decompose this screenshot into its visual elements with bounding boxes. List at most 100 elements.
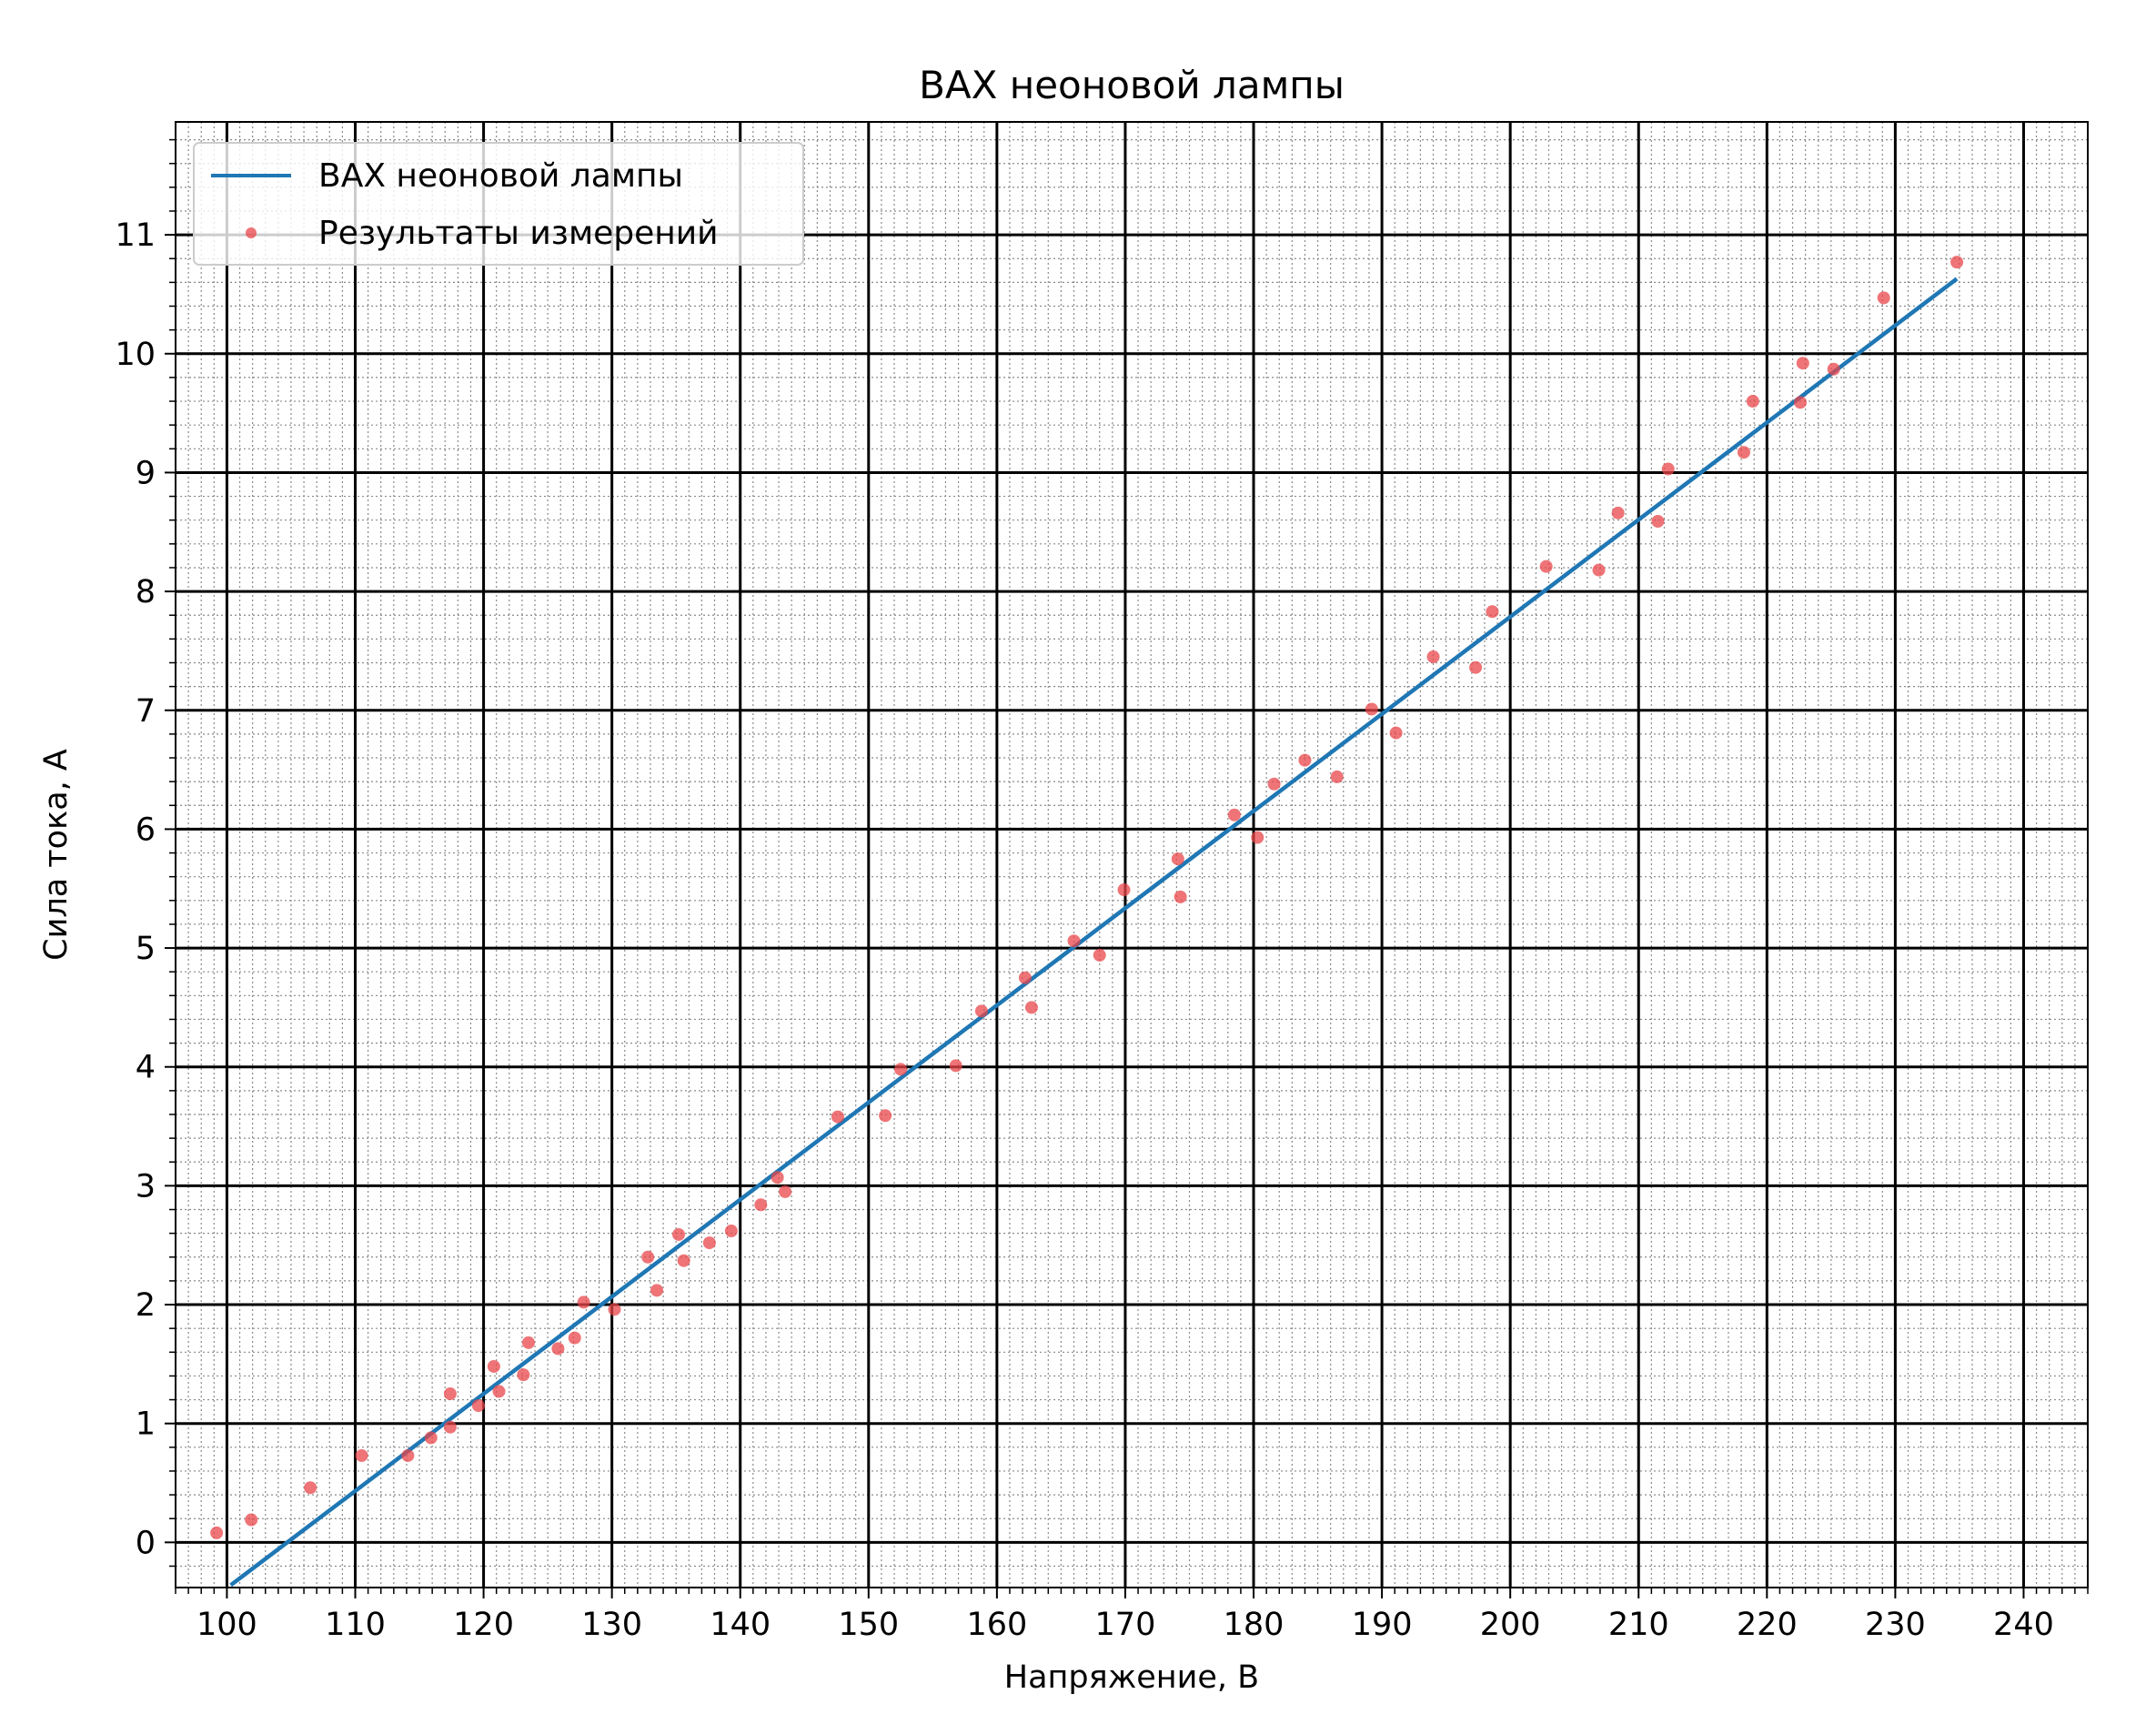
measurement-point <box>1426 650 1440 663</box>
measurement-point <box>1024 1001 1038 1014</box>
y-tick-label: 6 <box>136 812 156 848</box>
y-tick-label: 7 <box>136 693 156 730</box>
measurement-point <box>1469 660 1483 674</box>
measurement-point <box>1298 753 1312 767</box>
measurement-point <box>401 1448 415 1462</box>
measurement-point <box>1486 605 1499 619</box>
measurement-point <box>1018 971 1032 984</box>
measurement-point <box>577 1296 590 1309</box>
x-tick-label: 140 <box>710 1607 771 1643</box>
measurement-point <box>1093 948 1106 962</box>
y-tick-label: 0 <box>136 1525 156 1561</box>
measurement-point <box>492 1385 506 1398</box>
measurement-point <box>1389 726 1403 740</box>
y-tick-label: 4 <box>136 1050 156 1086</box>
measurement-point <box>1827 362 1840 376</box>
y-tick-label: 11 <box>115 217 156 254</box>
x-tick-label: 150 <box>838 1607 899 1643</box>
measurement-point <box>702 1236 716 1250</box>
measurement-point <box>424 1431 438 1445</box>
measurement-point <box>1365 702 1378 716</box>
measurement-point <box>650 1284 664 1297</box>
measurement-point <box>724 1225 738 1238</box>
x-tick-label: 130 <box>581 1607 642 1643</box>
y-tick-label: 3 <box>136 1168 156 1205</box>
measurement-point <box>771 1171 784 1185</box>
measurement-point <box>1611 506 1625 519</box>
measurement-point <box>1251 831 1264 844</box>
legend-box <box>193 142 804 266</box>
measurement-point <box>1330 770 1344 783</box>
axis-ticks: 100 110 120 130 140 150 160 170 180 190 200 210 220 2… <box>115 138 2089 1643</box>
measurement-point <box>1539 560 1553 573</box>
x-tick-label: 200 <box>1480 1607 1541 1643</box>
x-tick-label: 160 <box>966 1607 1027 1643</box>
x-tick-label: 220 <box>1737 1607 1798 1643</box>
measurement-point <box>1950 256 1964 269</box>
measurement-point <box>1592 563 1606 577</box>
y-tick-label: 5 <box>136 931 156 967</box>
measurement-point <box>245 1513 258 1527</box>
y-tick-label: 10 <box>115 337 156 373</box>
legend-marker-swatch <box>246 227 257 238</box>
y-tick-label: 1 <box>136 1406 156 1443</box>
y-tick-label: 2 <box>136 1287 156 1324</box>
measurement-point <box>1661 462 1675 476</box>
x-tick-label: 110 <box>325 1607 386 1643</box>
measurement-point <box>487 1359 500 1373</box>
y-tick-label: 8 <box>136 574 156 610</box>
series-layer <box>210 256 1964 1588</box>
plot-frame <box>175 121 2089 1588</box>
legend: ВАХ неоновой лампы Результаты измерений <box>193 142 804 266</box>
measurement-point <box>1651 515 1665 529</box>
measurement-point <box>1877 291 1890 305</box>
measurement-point <box>1737 446 1750 459</box>
x-tick-label: 120 <box>453 1607 514 1643</box>
x-tick-label: 230 <box>1865 1607 1926 1643</box>
measurement-point <box>551 1342 565 1356</box>
y-tick-label: 9 <box>136 455 156 491</box>
measurement-point <box>1171 852 1184 866</box>
measurement-point <box>1067 934 1081 948</box>
measurement-point <box>443 1387 457 1401</box>
chart-title: ВАХ неоновой лампы <box>919 63 1345 107</box>
x-axis-label: Напряжение, В <box>1004 1659 1259 1696</box>
measurement-point <box>210 1526 224 1539</box>
x-tick-label: 100 <box>196 1607 257 1643</box>
measurement-point <box>1117 883 1131 897</box>
measurement-point <box>754 1198 768 1212</box>
measurement-point <box>517 1368 530 1382</box>
measurement-point <box>471 1399 485 1413</box>
measurement-point <box>1267 777 1281 791</box>
measurement-point <box>677 1254 690 1267</box>
measurement-point <box>879 1109 892 1123</box>
measurement-point <box>1227 808 1241 822</box>
fit-line <box>229 277 1959 1588</box>
measurement-point <box>443 1420 457 1434</box>
measurement-point <box>1793 396 1807 409</box>
measurement-point <box>1796 357 1809 370</box>
measurement-point <box>1174 890 1187 903</box>
measurement-point <box>1746 395 1759 408</box>
x-tick-label: 170 <box>1095 1607 1156 1643</box>
measurement-point <box>568 1331 581 1345</box>
measurement-point <box>949 1059 962 1073</box>
legend-label-points: Результаты измерений <box>318 215 719 252</box>
measurement-point <box>641 1250 655 1264</box>
legend-label-line: ВАХ неоновой лампы <box>318 157 683 195</box>
x-tick-label: 180 <box>1224 1607 1285 1643</box>
measurement-point <box>779 1185 792 1198</box>
measurement-point <box>304 1481 317 1495</box>
measurement-point <box>608 1303 621 1316</box>
y-axis-label: Сила тока, А <box>38 749 75 961</box>
measurement-point <box>831 1110 844 1124</box>
measurement-point <box>672 1227 686 1241</box>
x-tick-label: 240 <box>1993 1607 2054 1643</box>
measurement-point <box>894 1063 908 1076</box>
measurement-point <box>355 1448 368 1462</box>
measurement-point <box>521 1336 535 1349</box>
measurement-point <box>974 1004 988 1018</box>
minor-grid <box>175 122 2089 1588</box>
